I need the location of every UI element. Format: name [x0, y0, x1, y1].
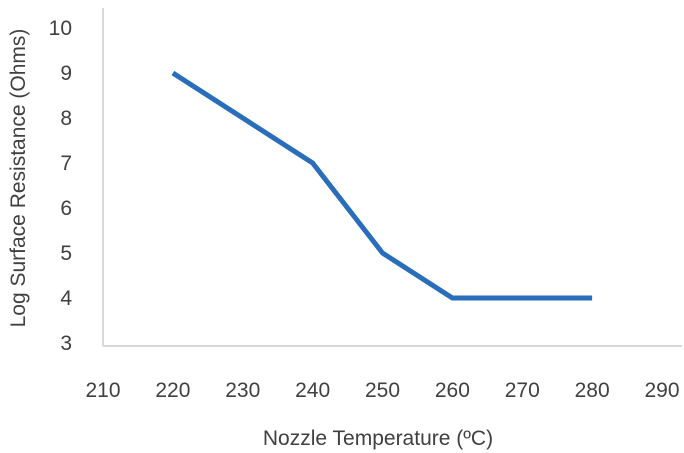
y-tick-label: 4 — [60, 287, 72, 310]
series-layer — [171, 70, 593, 301]
x-axis-ticks: 210 220 230 240 250 260 270 280 290 — [85, 379, 679, 402]
y-axis-title: Log Surface Resistance (Ohms) — [7, 29, 30, 328]
x-tick-label: 290 — [644, 379, 679, 402]
x-tick-label: 270 — [505, 379, 540, 402]
y-tick-label: 9 — [60, 62, 72, 85]
x-tick-label: 260 — [435, 379, 470, 402]
x-axis-title: Nozzle Temperature (ºC) — [263, 427, 493, 450]
x-tick-label: 220 — [155, 379, 190, 402]
series-line — [171, 70, 593, 301]
x-tick-label: 230 — [225, 379, 260, 402]
x-tick-label: 240 — [295, 379, 330, 402]
y-tick-label: 5 — [60, 242, 72, 265]
y-tick-label: 7 — [60, 152, 72, 175]
y-tick-label: 8 — [60, 107, 72, 130]
y-axis-ticks: 3 4 5 6 7 8 9 10 — [49, 17, 73, 355]
x-tick-label: 280 — [575, 379, 610, 402]
x-tick-label: 250 — [365, 379, 400, 402]
y-tick-label: 10 — [49, 17, 72, 40]
y-tick-label: 3 — [60, 332, 72, 355]
y-tick-label: 6 — [60, 197, 72, 220]
x-tick-label: 210 — [85, 379, 120, 402]
